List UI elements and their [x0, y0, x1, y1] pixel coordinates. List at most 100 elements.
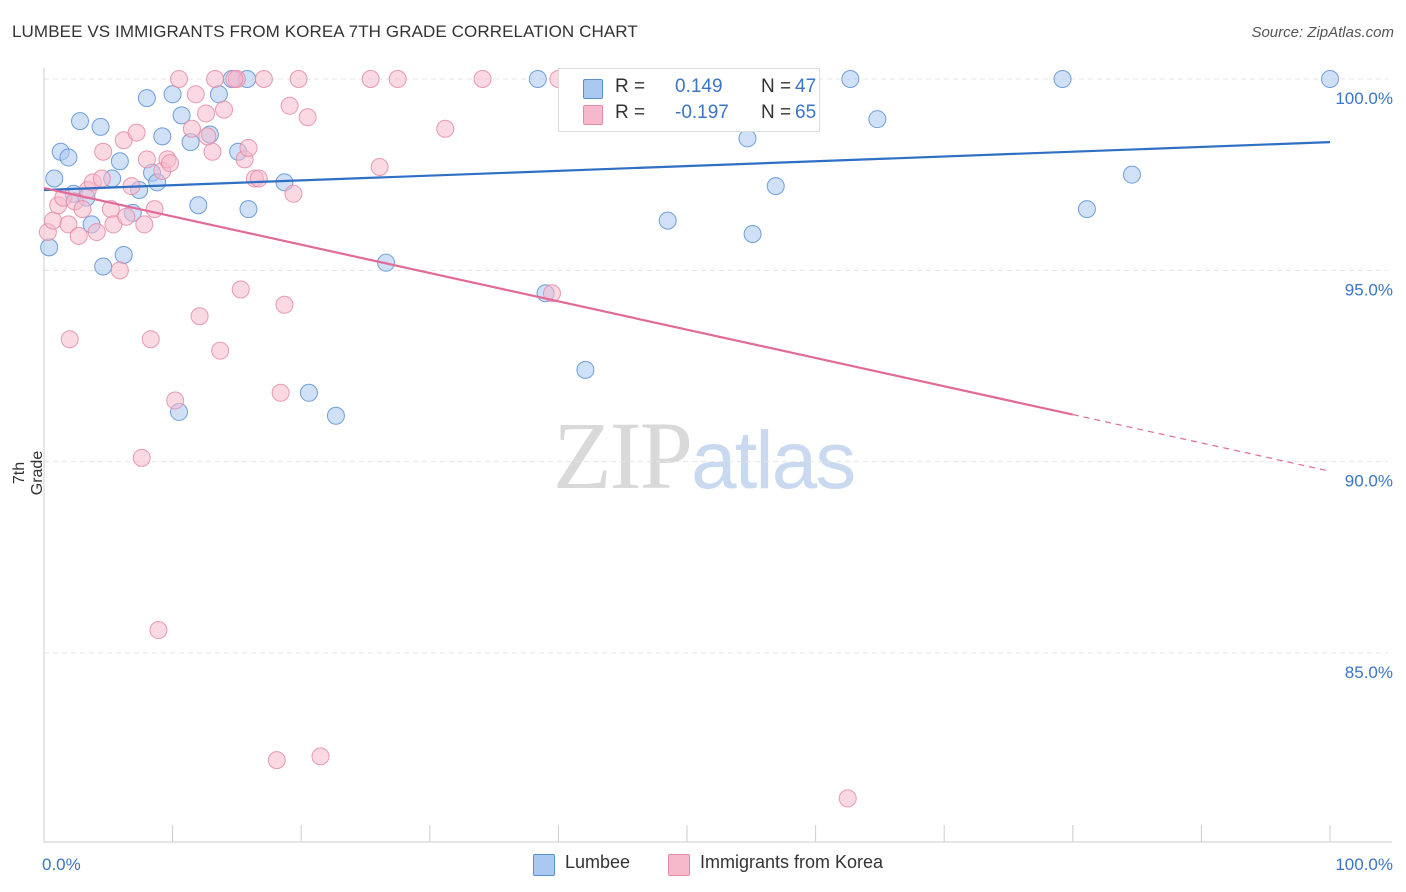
- point-korea: [311, 747, 330, 766]
- point-lumbee: [45, 169, 64, 188]
- point-lumbee: [110, 152, 129, 171]
- point-korea: [542, 284, 561, 303]
- point-korea: [149, 621, 168, 640]
- point-korea: [186, 85, 205, 104]
- y-tick-label: 90.0%: [1345, 472, 1393, 491]
- point-lumbee: [59, 148, 78, 167]
- watermark-zip: ZIP: [553, 402, 693, 509]
- x-tick-label: 100.0%: [1335, 855, 1393, 874]
- point-korea: [127, 123, 146, 142]
- point-lumbee: [766, 177, 785, 196]
- point-korea: [145, 200, 164, 219]
- point-korea: [206, 70, 225, 88]
- point-korea: [44, 211, 63, 230]
- point-korea: [60, 330, 79, 349]
- point-lumbee: [189, 196, 208, 215]
- y-tick-label: 95.0%: [1345, 280, 1393, 299]
- point-lumbee: [326, 406, 345, 425]
- point-korea: [271, 383, 290, 402]
- point-lumbee: [94, 257, 113, 276]
- stats-n-value: 47: [795, 76, 817, 97]
- legend-swatch-korea: [668, 854, 690, 876]
- point-lumbee: [137, 89, 156, 108]
- point-lumbee: [658, 211, 677, 230]
- point-korea: [94, 142, 113, 161]
- point-korea: [59, 215, 78, 234]
- point-lumbee: [209, 85, 228, 104]
- point-korea: [267, 751, 286, 770]
- stats-r-value: 0.149: [675, 76, 723, 97]
- point-korea: [225, 70, 244, 88]
- chart-title: LUMBEE VS IMMIGRANTS FROM KOREA 7TH GRAD…: [12, 22, 638, 41]
- x-tick-label: 0.0%: [42, 855, 81, 874]
- y-tick-label: 85.0%: [1345, 663, 1393, 682]
- point-lumbee: [576, 360, 595, 379]
- point-korea: [280, 96, 299, 115]
- stats-r-value: -0.197: [675, 102, 729, 123]
- point-lumbee: [163, 85, 182, 104]
- point-korea: [92, 169, 111, 188]
- point-korea: [170, 70, 189, 88]
- source-credit: Source: ZipAtlas.com: [1251, 24, 1394, 41]
- point-korea: [197, 104, 216, 123]
- y-axis-label: 7th Grade: [11, 450, 46, 496]
- point-korea: [215, 100, 234, 119]
- y-tick-label: 100.0%: [1335, 89, 1393, 108]
- point-korea: [249, 169, 268, 188]
- point-korea: [110, 261, 129, 280]
- point-lumbee: [91, 117, 110, 136]
- point-korea: [284, 184, 303, 203]
- point-lumbee: [738, 129, 757, 148]
- point-lumbee: [153, 127, 172, 146]
- point-korea: [436, 119, 455, 138]
- watermark: ZIPatlas: [553, 400, 856, 511]
- point-korea: [361, 70, 380, 88]
- point-korea: [289, 70, 308, 88]
- point-korea: [211, 341, 230, 360]
- point-korea: [73, 200, 92, 219]
- point-korea: [370, 158, 389, 177]
- point-korea: [298, 108, 317, 127]
- point-korea: [141, 330, 160, 349]
- stats-n-value: 65: [795, 102, 817, 123]
- point-korea: [198, 127, 217, 146]
- stats-swatch-korea: [583, 105, 603, 125]
- point-korea: [190, 307, 209, 326]
- point-lumbee: [743, 224, 762, 243]
- stats-r-label: R =: [615, 76, 646, 97]
- point-korea: [239, 138, 258, 157]
- point-korea: [135, 215, 154, 234]
- point-korea: [254, 70, 273, 88]
- watermark-atlas: atlas: [691, 415, 856, 506]
- legend-label-lumbee: Lumbee: [565, 852, 631, 872]
- point-korea: [231, 280, 250, 299]
- stats-n-label: N =: [761, 76, 792, 97]
- point-korea: [117, 207, 136, 226]
- point-lumbee: [114, 246, 133, 265]
- point-lumbee: [1122, 165, 1141, 184]
- stats-swatch-lumbee: [583, 79, 603, 99]
- point-korea: [166, 391, 185, 410]
- trend-line-korea: [43, 186, 1074, 416]
- point-lumbee: [528, 70, 547, 88]
- point-lumbee: [71, 112, 90, 131]
- point-lumbee: [1053, 70, 1072, 88]
- legend-swatch-lumbee: [533, 854, 555, 876]
- point-korea: [87, 223, 106, 242]
- trend-line-lumbee: [43, 141, 1331, 192]
- point-lumbee: [841, 70, 860, 88]
- stats-r-label: R =: [615, 102, 646, 123]
- point-lumbee: [40, 238, 59, 257]
- stats-box: R = 0.149 N = 47 R = -0.197 N = 65: [558, 68, 820, 132]
- point-lumbee: [172, 106, 191, 125]
- point-korea: [473, 70, 492, 88]
- point-lumbee: [299, 383, 318, 402]
- point-lumbee: [239, 200, 258, 219]
- point-korea: [132, 448, 151, 467]
- point-korea: [137, 150, 156, 169]
- legend-label-korea: Immigrants from Korea: [700, 852, 884, 872]
- point-korea: [69, 226, 88, 245]
- point-lumbee: [1321, 70, 1339, 88]
- point-korea: [182, 119, 201, 138]
